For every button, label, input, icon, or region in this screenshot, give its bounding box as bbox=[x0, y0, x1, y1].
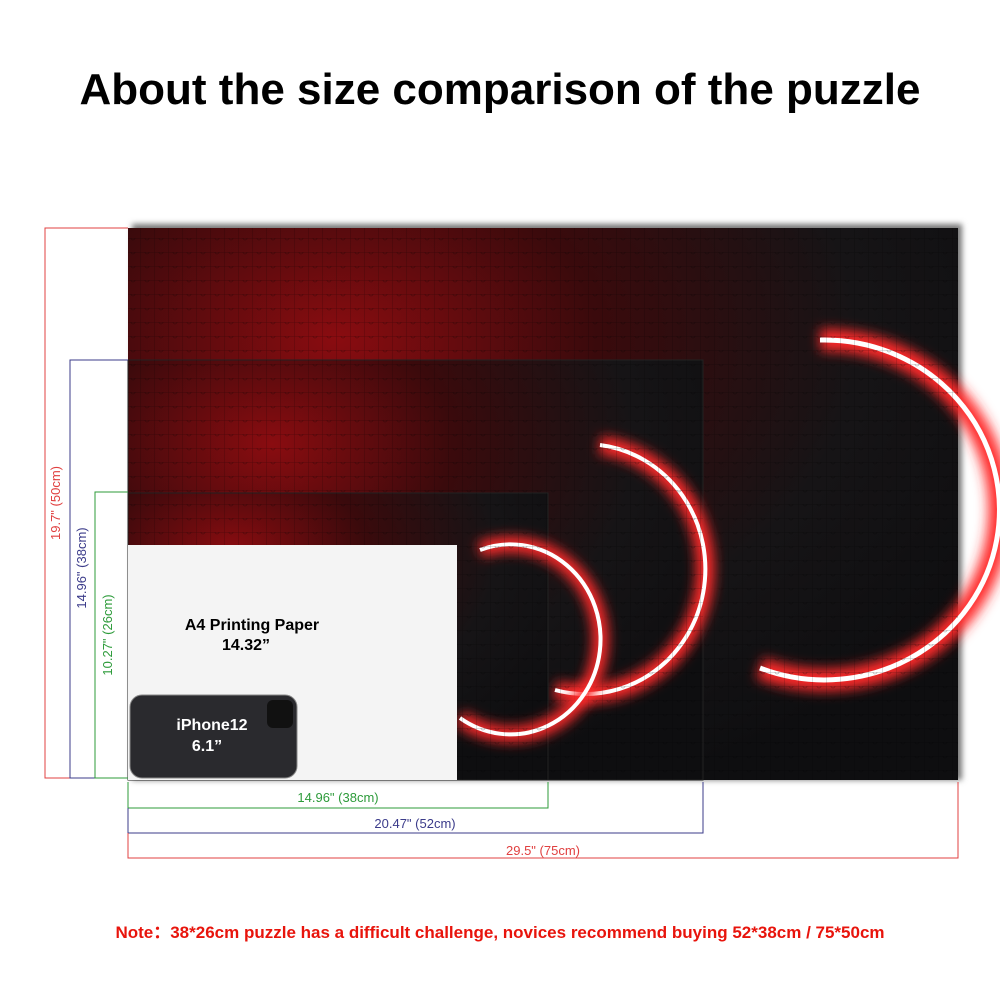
a4-label: A4 Printing Paper bbox=[185, 617, 319, 634]
width-label: 20.47" (52cm) bbox=[374, 816, 455, 831]
width-label: 14.96" (38cm) bbox=[297, 790, 378, 805]
height-label: 10.27" (26cm) bbox=[100, 594, 115, 675]
height-label: 19.7" (50cm) bbox=[48, 466, 63, 540]
note: Note：38*26cm puzzle has a difficult chal… bbox=[115, 923, 884, 942]
title: About the size comparison of the puzzle bbox=[80, 65, 921, 114]
width-bracket bbox=[127, 782, 704, 834]
height-bracket bbox=[94, 491, 128, 779]
phone-label: iPhone12 bbox=[176, 717, 247, 734]
height-label: 14.96" (38cm) bbox=[74, 527, 89, 608]
width-label: 29.5" (75cm) bbox=[506, 843, 580, 858]
camera bbox=[267, 700, 293, 728]
phone-size: 6.1” bbox=[192, 738, 222, 755]
a4-size: 14.32” bbox=[222, 637, 270, 654]
width-bracket bbox=[127, 782, 959, 859]
iphone bbox=[129, 694, 298, 779]
width-bracket bbox=[127, 782, 549, 809]
